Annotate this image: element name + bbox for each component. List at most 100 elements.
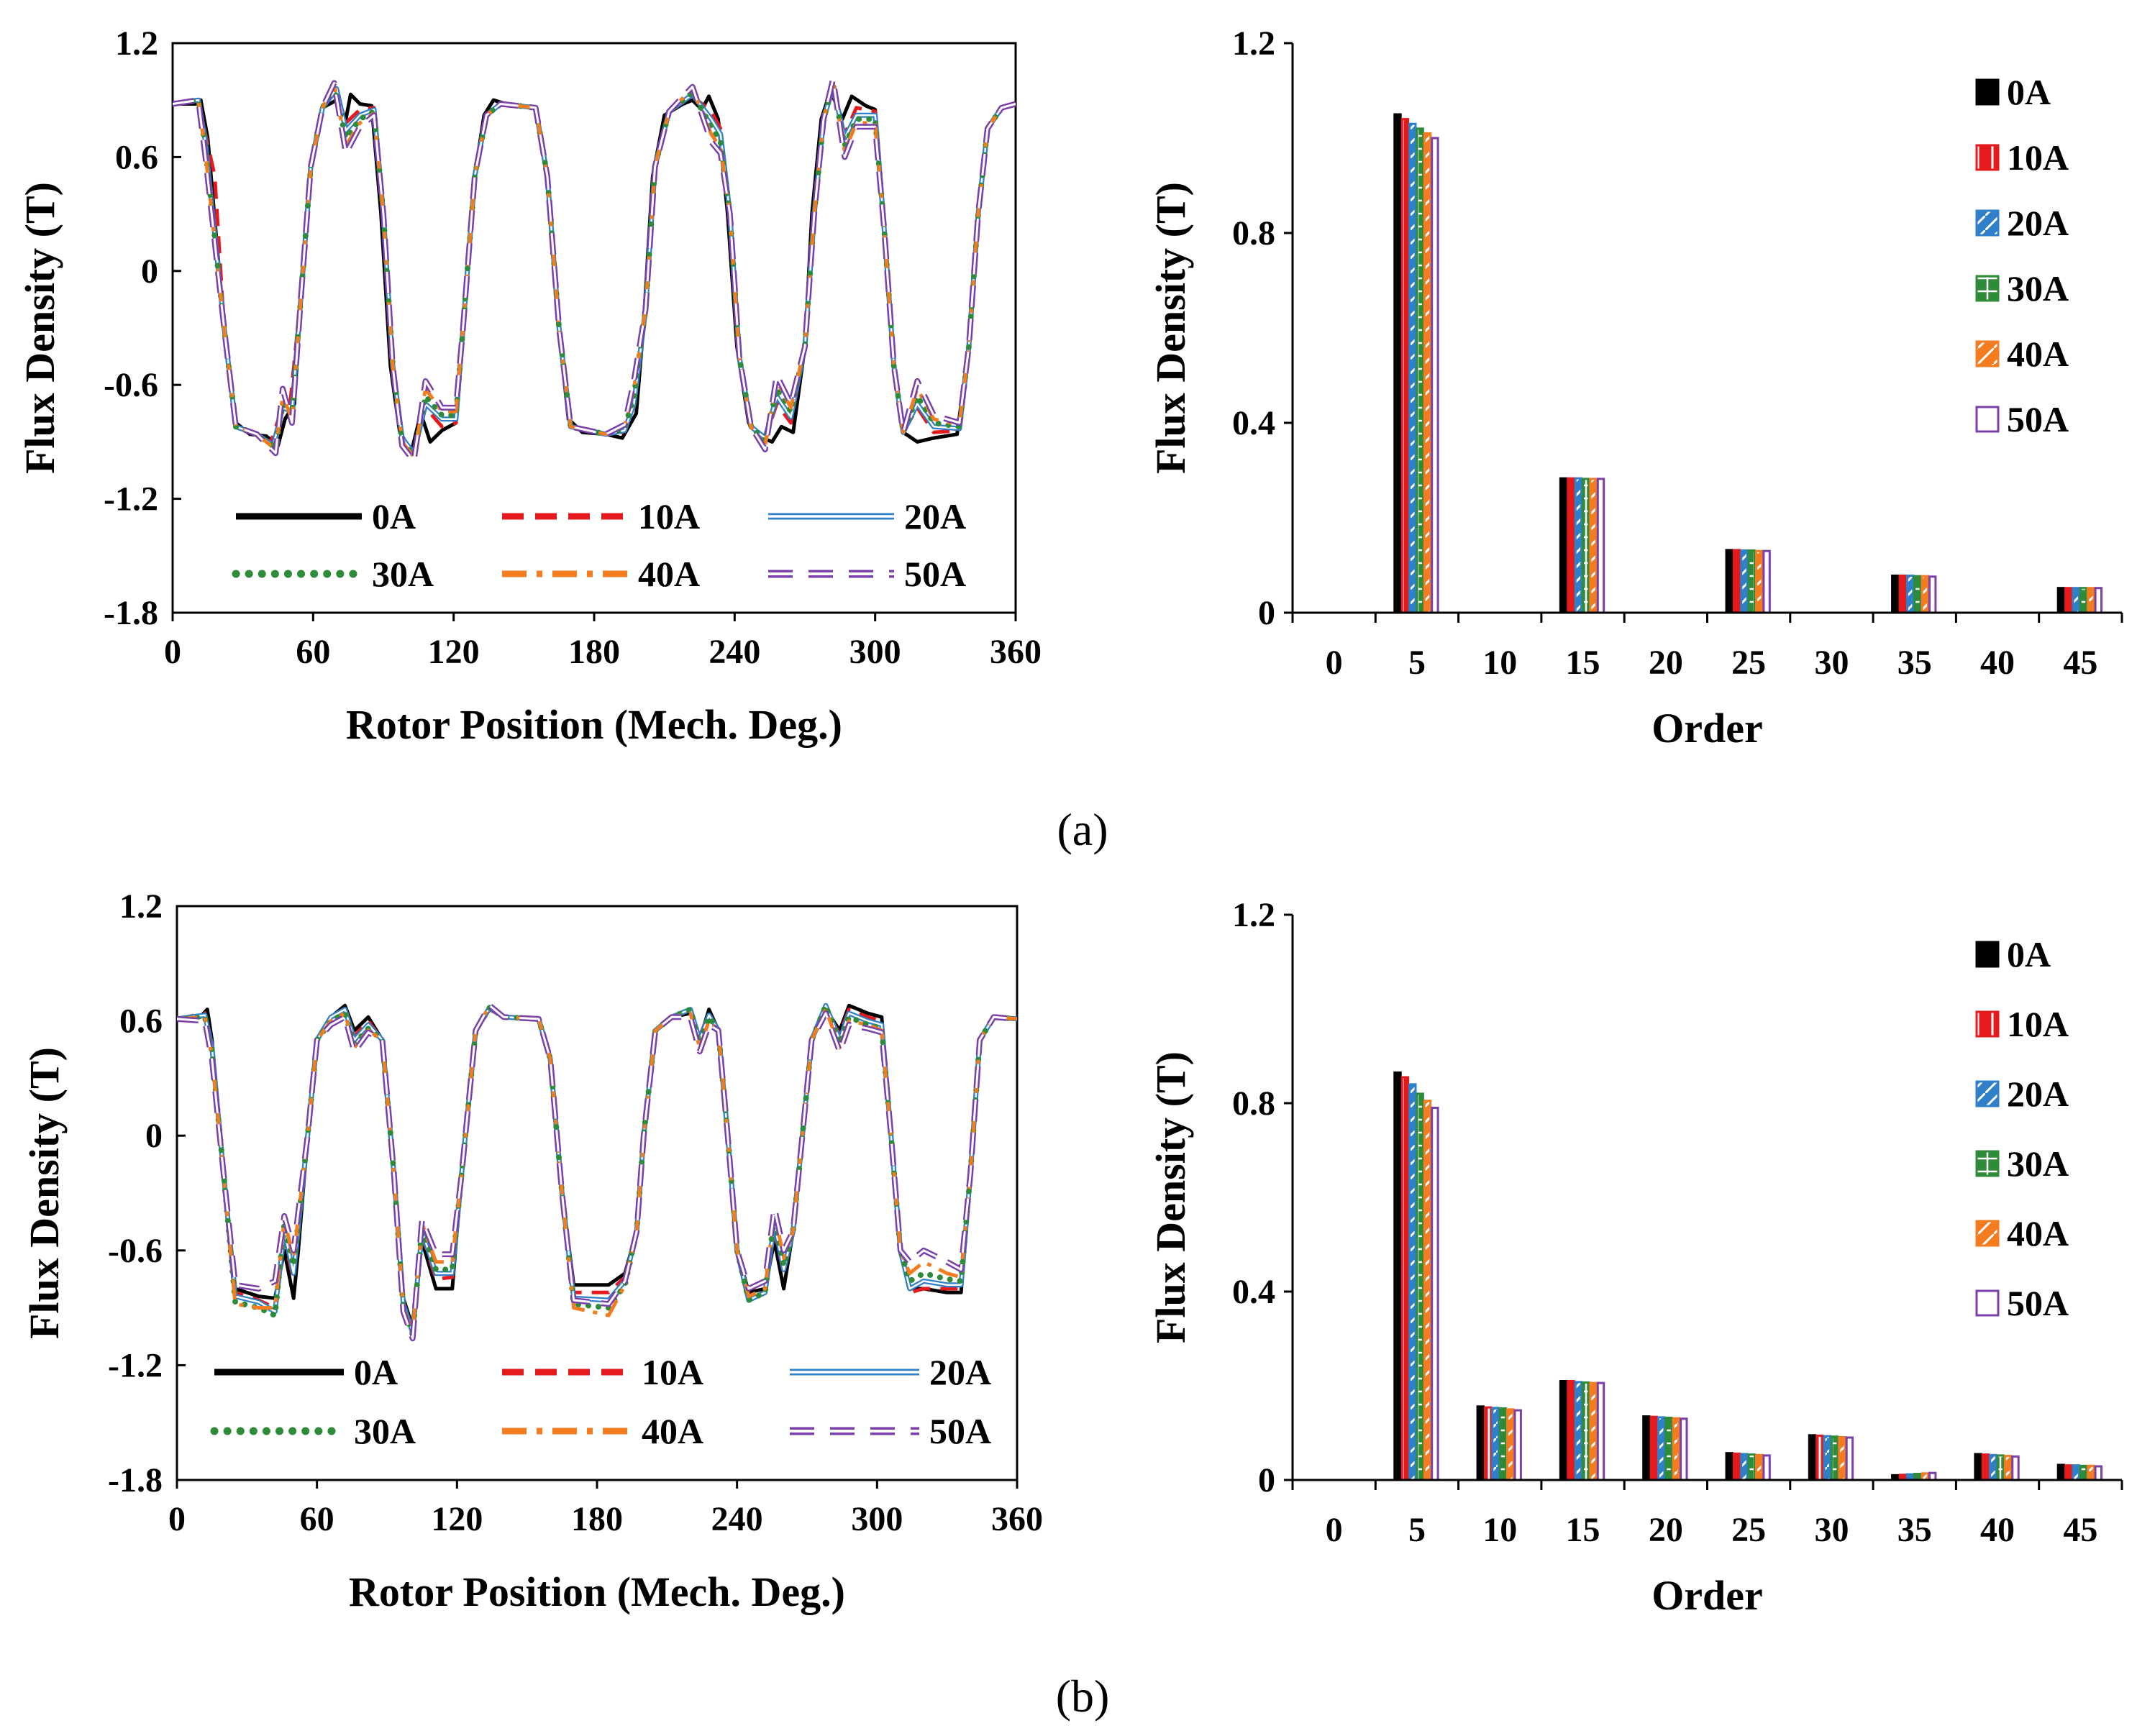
x-tick-label: 20 <box>1649 644 1683 682</box>
bar-30A-order-25 <box>1747 549 1757 614</box>
bar-50A-order-40 <box>2011 1455 2020 1481</box>
y-tick-label: -1.2 <box>108 1346 163 1384</box>
bar-20A-order-40 <box>1989 1453 1997 1481</box>
bar-30A-order-45 <box>2079 587 2088 614</box>
legend-swatch-0A <box>1975 78 2000 106</box>
x-tick-label: 5 <box>1408 644 1426 682</box>
chart-b-right: 1.2 0.8 0.4 0 0 5 10 15 20 25 30 35 40 45 Order Flux De… <box>1147 896 2123 1619</box>
y-tick-label: -1.2 <box>104 480 158 518</box>
bar-40A-order-5 <box>1423 1100 1432 1481</box>
bar-10A-order-20 <box>1649 1415 1659 1481</box>
x-tick-label: 45 <box>2063 1511 2097 1549</box>
bars <box>1393 1071 2103 1481</box>
bar-40A-order-45 <box>2087 587 2095 614</box>
bar-0A-order-35 <box>1891 575 1900 614</box>
x-tick-label: 60 <box>300 1500 334 1538</box>
x-tick-label: 300 <box>851 1500 903 1538</box>
bar-50A-order-25 <box>1762 1454 1771 1481</box>
bar-50A-order-35 <box>1928 575 1937 614</box>
bar-20A-order-45 <box>2072 587 2080 614</box>
x-tick-label: 30 <box>1814 644 1849 682</box>
bar-0A-order-5 <box>1393 113 1402 614</box>
legend-label-0A: 0A <box>354 1352 398 1392</box>
series-layer <box>173 76 1016 464</box>
bar-10A-order-45 <box>2064 1464 2073 1481</box>
legend: 0A 10A 20A 30A 40A 50A <box>232 496 966 594</box>
panel-label-b: (b) <box>1056 1671 1110 1722</box>
bar-0A-order-25 <box>1725 1452 1733 1481</box>
bar-0A-order-15 <box>1559 477 1568 614</box>
bar-0A-order-40 <box>1974 1453 1982 1481</box>
legend-label-50A: 50A <box>2007 1283 2069 1323</box>
bar-10A-order-30 <box>1815 1434 1824 1481</box>
legend-swatch-20A <box>1975 1080 2000 1107</box>
bar-40A-order-5 <box>1423 132 1432 614</box>
bar-40A-order-25 <box>1755 549 1764 614</box>
legend-label-30A: 30A <box>372 554 434 594</box>
legend-swatch-50A <box>1975 406 2000 433</box>
x-tick-label: 35 <box>1897 1511 1932 1549</box>
x-tick-label: 40 <box>1980 1511 2015 1549</box>
legend-label-20A: 20A <box>904 496 966 536</box>
bar-40A-order-35 <box>1921 575 1930 614</box>
chart-b-left: 1.20.60-0.6-1.2-1.80 60 120 180 240 300 360Rot… <box>21 887 1043 1615</box>
bar-10A-order-15 <box>1567 1380 1575 1481</box>
legend-label-20A: 20A <box>929 1352 991 1392</box>
x-tick-label: 5 <box>1408 1511 1426 1549</box>
legend-label-10A: 10A <box>638 496 700 536</box>
charts-layer: 1.20.60-0.6-1.2-1.80 60 120 180 240 300 360Rot… <box>17 24 2123 1619</box>
bar-10A-order-45 <box>2064 587 2073 614</box>
bar-40A-order-10 <box>1506 1408 1515 1481</box>
series-layer <box>177 1002 1017 1342</box>
y-axis-title: Flux Density (T) <box>17 182 63 474</box>
bar-20A-order-15 <box>1574 477 1583 614</box>
bar-20A-order-20 <box>1657 1416 1666 1481</box>
y-tick-label: 0 <box>1258 1461 1275 1499</box>
legend-label-10A: 10A <box>2007 137 2069 178</box>
x-tick-label: 300 <box>849 633 901 671</box>
x-tick-label: 35 <box>1897 644 1932 682</box>
x-tick-label: 360 <box>990 633 1042 671</box>
legend-swatch-30A <box>1975 275 2000 302</box>
x-axis-title: Rotor Position (Mech. Deg.) <box>346 701 842 748</box>
bar-40A-order-30 <box>1838 1435 1846 1481</box>
bar-20A-order-45 <box>2072 1464 2080 1481</box>
legend-label-40A: 40A <box>2007 334 2069 374</box>
y-tick-label: -1.8 <box>108 1461 163 1499</box>
x-tick-label: 10 <box>1482 644 1517 682</box>
y-tick-label: 1.2 <box>1232 24 1275 63</box>
legend-swatch-50A <box>1975 1289 2000 1317</box>
bar-50A-order-15 <box>1596 1381 1605 1481</box>
bar-50A-order-15 <box>1596 478 1605 614</box>
y-tick-label: -0.6 <box>104 366 158 404</box>
y-axis-title: Flux Density (T) <box>1147 182 1194 474</box>
bar-20A-order-35 <box>1905 575 1915 614</box>
bar-20A-order-30 <box>1823 1435 1832 1481</box>
legend-label-20A: 20A <box>2007 1074 2069 1114</box>
bar-0A-order-30 <box>1808 1434 1817 1481</box>
bar-0A-order-15 <box>1559 1380 1568 1481</box>
y-tick-label: 0.8 <box>1232 1084 1275 1123</box>
y-axis-title: Flux Density (T) <box>1147 1051 1194 1343</box>
bar-10A-order-40 <box>1981 1453 1990 1481</box>
y-axis-title: Flux Density (T) <box>21 1047 68 1339</box>
bar-10A-order-5 <box>1400 118 1410 614</box>
chart-a-left: 1.20.60-0.6-1.2-1.80 60 120 180 240 300 360Rot… <box>17 24 1042 748</box>
bar-0A-order-45 <box>2056 587 2066 614</box>
x-tick-label: 0 <box>164 633 181 671</box>
bar-50A-order-45 <box>2094 1465 2103 1481</box>
bar-40A-order-40 <box>2003 1455 2013 1481</box>
bar-20A-order-5 <box>1408 1083 1417 1481</box>
x-tick-label: 120 <box>431 1500 483 1538</box>
bar-50A-order-20 <box>1680 1417 1688 1481</box>
legend-label-30A: 30A <box>354 1411 416 1451</box>
legend-swatch-40A <box>1975 1220 2000 1247</box>
bar-30A-order-30 <box>1830 1435 1839 1481</box>
bar-30A-order-20 <box>1664 1417 1673 1481</box>
y-tick-label: 0.6 <box>119 1002 163 1041</box>
bar-50A-order-5 <box>1431 137 1439 614</box>
x-tick-label: 0 <box>1326 644 1343 682</box>
legend-swatch-30A <box>1975 1150 2000 1177</box>
x-tick-label: 20 <box>1649 1511 1683 1549</box>
